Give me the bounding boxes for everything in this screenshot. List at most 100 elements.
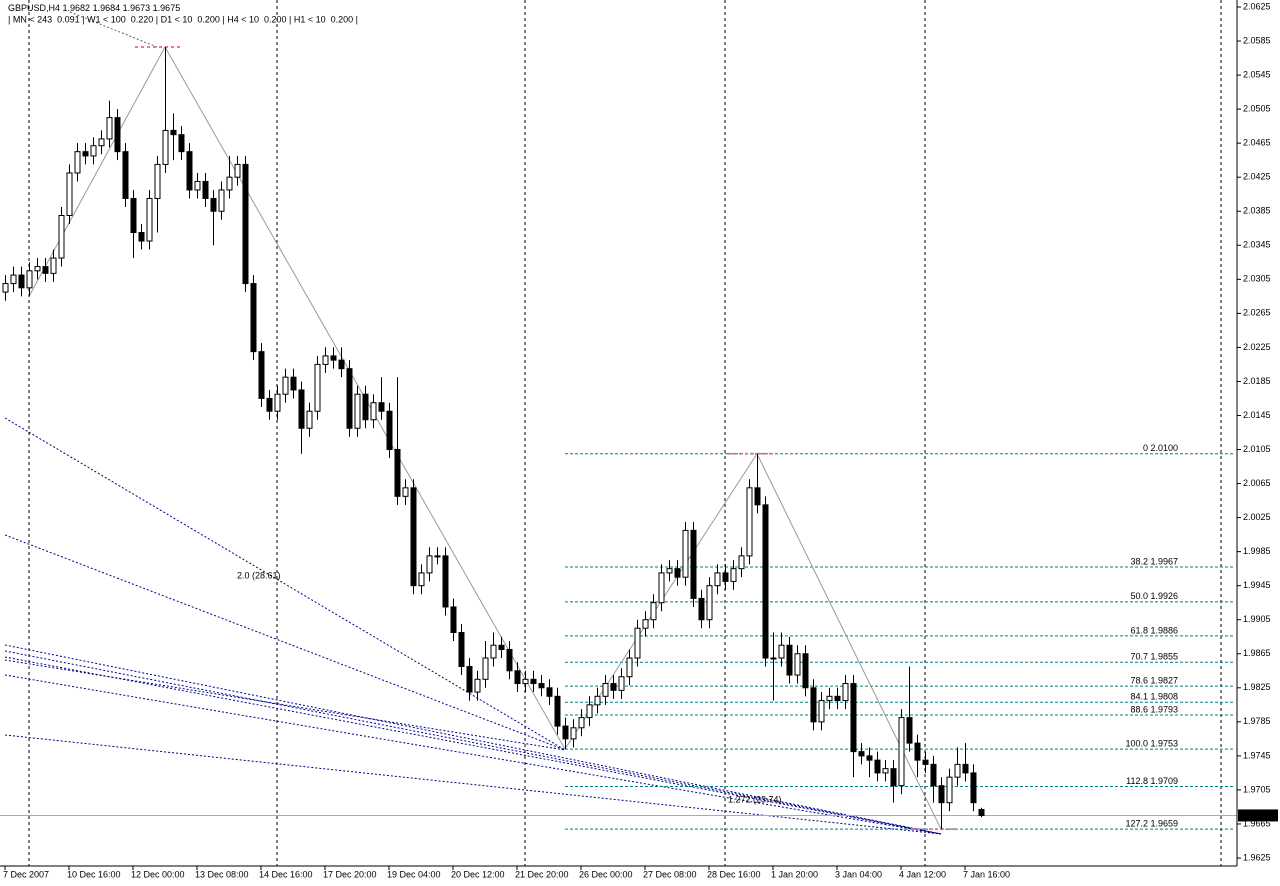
candle-body (626, 657, 633, 678)
fibo-label: 50.0 1.9926 (1130, 591, 1178, 601)
candle-body (322, 355, 329, 365)
candle-body (634, 627, 641, 659)
y-tick-label: 1.9665 (1243, 818, 1271, 828)
candle-body (570, 727, 577, 740)
candle-body (58, 214, 65, 259)
fan-lines (4, 11, 942, 835)
candle-body (466, 666, 473, 693)
candle-body (266, 397, 273, 412)
candle-body (610, 683, 617, 691)
x-tick-label: 1 Jan 20:00 (771, 869, 818, 879)
candle-body (186, 151, 193, 191)
y-tick-label: 2.0505 (1243, 103, 1271, 113)
candle-body (546, 687, 553, 697)
candle-body (154, 163, 161, 199)
candle-body (890, 768, 897, 787)
candle-body (122, 151, 129, 199)
candle-body (194, 180, 201, 191)
candle-body (962, 763, 969, 774)
fibo-label: 100.0 1.9753 (1125, 738, 1178, 748)
fibo-label: 84.1 1.9808 (1130, 692, 1178, 702)
x-tick-label: 4 Jan 12:00 (899, 869, 946, 879)
candle-body (458, 631, 465, 668)
candle-body (442, 555, 449, 608)
candle-body (378, 402, 385, 412)
last-close: 1.9675 (153, 3, 181, 13)
candle-body (338, 359, 345, 370)
candle-body (226, 176, 233, 191)
price-badge-label: 1.9675 (1243, 810, 1271, 820)
fan-line (4, 656, 942, 835)
candle-body (450, 606, 457, 633)
candle-body (866, 755, 873, 761)
candle-body (114, 117, 121, 153)
fibo-label: 78.6 1.9827 (1130, 675, 1178, 685)
candle-body (362, 393, 369, 421)
candle-body (562, 725, 569, 740)
candle-body (18, 274, 25, 289)
candle-body (666, 568, 673, 574)
x-tick-label: 20 Dec 12:00 (451, 869, 505, 879)
candle-body (210, 197, 217, 212)
candle-body (618, 676, 625, 691)
x-tick-label: 12 Dec 00:00 (131, 869, 185, 879)
candle-body (90, 145, 97, 157)
last-high: 1.9684 (93, 3, 121, 13)
candle-body (810, 687, 817, 723)
candle-body (818, 700, 825, 723)
candle-body (842, 683, 849, 702)
candle-body (282, 376, 289, 395)
candle-body (914, 742, 921, 761)
x-tick-label: 17 Dec 20:00 (323, 869, 377, 879)
candle-body (698, 597, 705, 621)
candle-body (482, 657, 489, 680)
candle-body (770, 657, 777, 660)
candle-body (314, 363, 321, 412)
y-tick-label: 1.9985 (1243, 546, 1271, 556)
y-tick-label: 2.0585 (1243, 35, 1271, 45)
symbol: GBPUSD,H4 (8, 3, 60, 13)
candle-body (498, 644, 505, 651)
y-tick-label: 2.0425 (1243, 172, 1271, 182)
y-tick-label: 1.9905 (1243, 614, 1271, 624)
x-tick-label: 10 Dec 16:00 (67, 869, 121, 879)
candle-body (306, 410, 313, 429)
candle-body (586, 704, 593, 719)
x-tick-label: 21 Dec 20:00 (515, 869, 569, 879)
candle-body (402, 487, 409, 497)
x-tick-label: 7 Jan 16:00 (963, 869, 1010, 879)
y-tick-label: 1.9625 (1243, 852, 1271, 862)
y-tick-label: 1.9825 (1243, 682, 1271, 692)
candle-body (946, 776, 953, 804)
candle-body (250, 283, 257, 353)
candle-body (530, 678, 537, 685)
x-tick-label: 19 Dec 04:00 (387, 869, 441, 879)
candle-body (26, 270, 33, 289)
candle-body (202, 180, 209, 199)
fibo-label: 127.2 1.9659 (1125, 818, 1178, 828)
candle-body (42, 266, 49, 274)
fan-line (4, 659, 566, 751)
candle-body (522, 678, 529, 685)
candle-body (826, 695, 833, 702)
y-tick-label: 2.0145 (1243, 410, 1271, 420)
last-low: 1.9673 (123, 3, 151, 13)
candle-body (354, 393, 361, 429)
candle-body (850, 683, 857, 753)
candle-body (346, 368, 353, 429)
candle-body (706, 585, 713, 621)
candle-body (410, 487, 417, 587)
candle-body (242, 163, 249, 285)
candle-body (762, 504, 769, 659)
y-tick-label: 2.0625 (1243, 1, 1271, 11)
y-tick-label: 1.9705 (1243, 784, 1271, 794)
candle-body (874, 759, 881, 774)
y-tick-label: 2.0345 (1243, 240, 1271, 250)
candle-body (258, 351, 265, 399)
candle-body (218, 189, 225, 212)
y-tick-label: 1.9785 (1243, 716, 1271, 726)
candle-body (474, 678, 481, 693)
candle-body (34, 266, 41, 272)
